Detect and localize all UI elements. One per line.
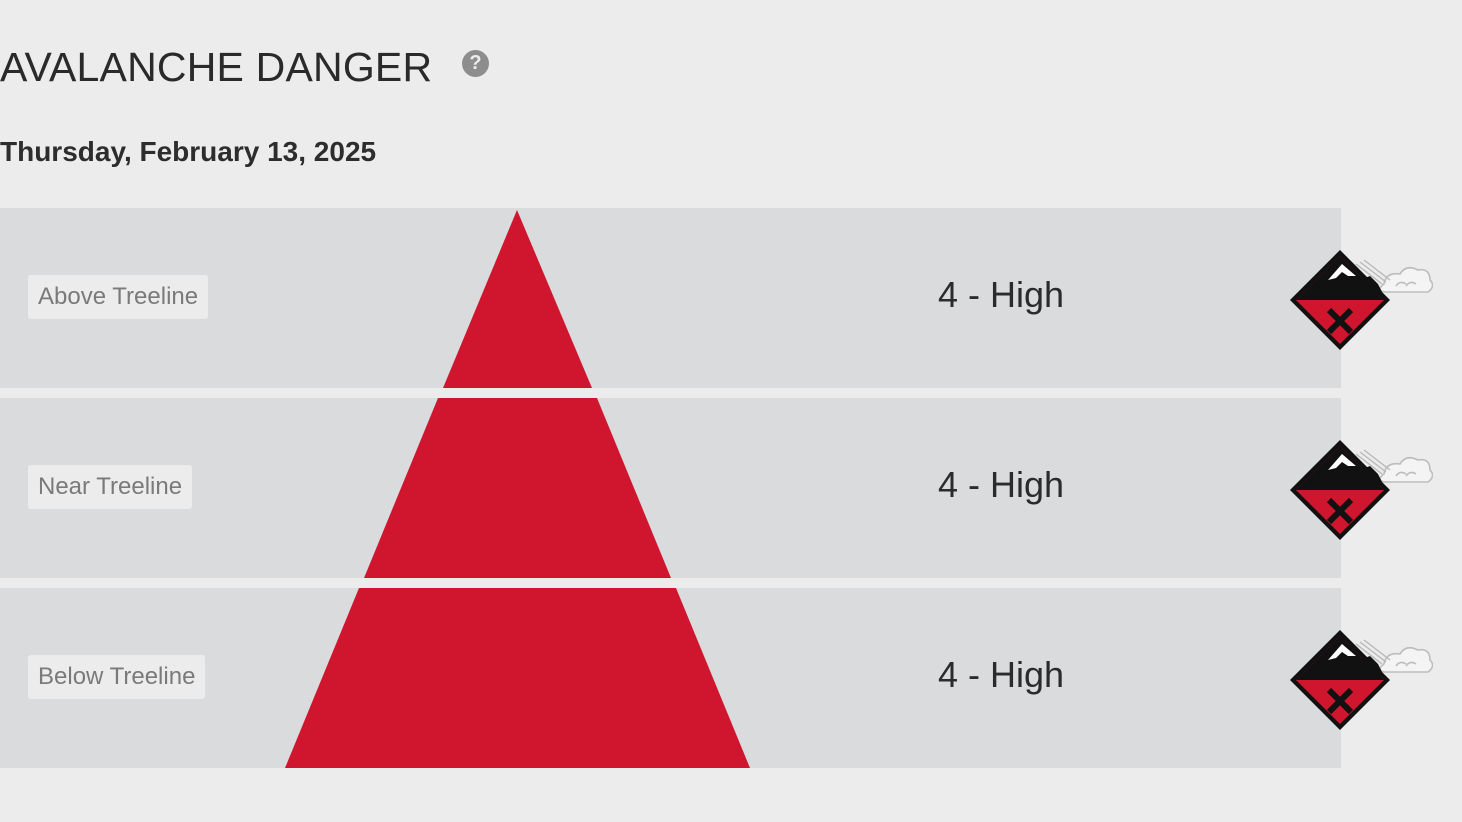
danger-rating: 4 - High [938, 464, 1065, 505]
forecast-date: Thursday, February 13, 2025 [0, 136, 377, 167]
avalanche-danger-4-icon [1290, 250, 1433, 350]
help-icon[interactable]: ? [462, 50, 489, 77]
pyramid-segment-near-treeline [364, 398, 671, 578]
avalanche-danger-4-icon [1290, 440, 1433, 540]
avalanche-danger-4-icon [1290, 630, 1433, 730]
danger-rating: 4 - High [938, 654, 1065, 695]
zone-row-above-treeline: Above Treeline 4 - High [0, 208, 1433, 388]
pyramid-segment-above-treeline [443, 210, 592, 388]
pyramid-segment-below-treeline [285, 588, 750, 768]
zone-label: Near Treeline [28, 465, 193, 509]
zone-label: Above Treeline [28, 275, 209, 319]
zone-row-near-treeline: Near Treeline 4 - High [0, 398, 1433, 578]
zone-label: Below Treeline [28, 655, 206, 699]
page-title: AVALANCHE DANGER [0, 44, 433, 90]
danger-rating: 4 - High [938, 274, 1065, 315]
